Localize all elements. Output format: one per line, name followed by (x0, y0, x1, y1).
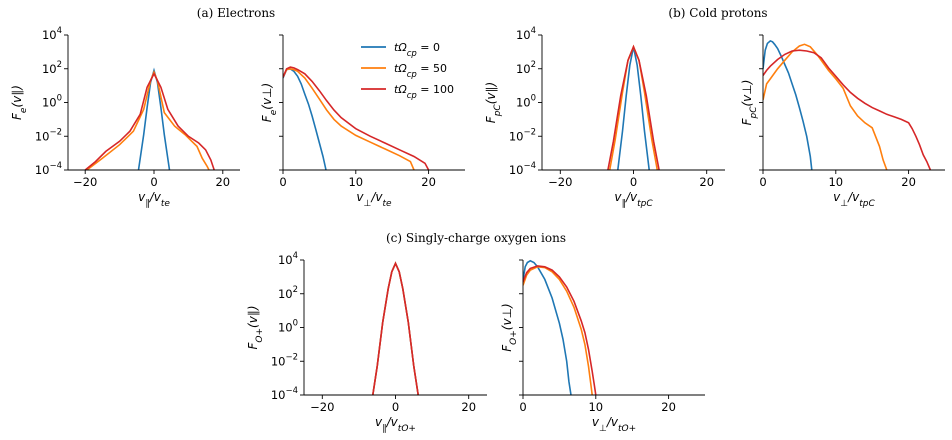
series-line-t0 (523, 259, 572, 395)
x-tick-label: −20 (73, 175, 97, 189)
group-title-cold-protons: (b) Cold protons (668, 6, 767, 20)
x-tick-label: 20 (699, 175, 714, 189)
series-line-t50 (372, 261, 419, 395)
x-tick-label: 0 (630, 175, 637, 189)
x-axis-label: v⊥/vte (356, 190, 392, 209)
legend-label: tΩcp = 100 (394, 83, 454, 101)
series-line-t50 (763, 43, 888, 170)
legend-entry: tΩcp = 100 (361, 83, 454, 101)
panel-oxygen-parallel: −20 0 20 104 102 100 10−2 10−4 v∥/vtO+ FO+(v∥) (246, 251, 487, 434)
series-line-t100 (372, 261, 419, 395)
series-line-t100 (84, 72, 215, 170)
x-tick-label: 20 (421, 175, 436, 189)
y-tick-label: 104 (278, 251, 298, 267)
x-tick-label: 0 (279, 175, 286, 189)
y-tick-label: 100 (516, 94, 536, 110)
x-tick-label: 0 (519, 400, 526, 414)
x-tick-label: 20 (661, 400, 676, 414)
series-line-t100 (523, 265, 597, 395)
y-axis-label: FO+(v⊥) (500, 303, 519, 351)
y-axis-label: Fe(v⊥) (260, 83, 279, 122)
x-tick-label: 0 (759, 175, 766, 189)
group-title-electrons: (a) Electrons (197, 6, 275, 20)
x-axis-label: v∥/vtO+ (375, 415, 416, 434)
legend-label: tΩcp = 50 (394, 62, 447, 80)
y-tick-label: 10−2 (35, 127, 62, 143)
y-tick-label: 102 (42, 60, 62, 76)
x-tick-label: 20 (461, 400, 476, 414)
x-tick-label: −20 (548, 175, 572, 189)
legend-label: tΩcp = 0 (394, 41, 440, 59)
x-axis-label: v∥/vte (138, 190, 170, 209)
panel-cold-protons-parallel: −20 0 20 104 102 100 10−2 10−4 v∥/vtpC FpC(v∥) (484, 26, 725, 209)
group-title-oxygen-ions: (c) Singly-charge oxygen ions (386, 231, 566, 245)
series-line-t100 (763, 49, 932, 170)
y-axis-label: FpC(v∥) (484, 82, 503, 123)
y-tick-label: 102 (516, 60, 536, 76)
x-tick-label: 0 (392, 400, 399, 414)
x-tick-label: −20 (310, 400, 334, 414)
y-tick-label: 104 (516, 26, 536, 42)
y-axis-label: Fe(v∥) (10, 85, 29, 120)
y-tick-label: 104 (42, 26, 62, 42)
x-tick-label: 10 (348, 175, 363, 189)
y-axis-label: FpC(v⊥) (740, 80, 759, 126)
series-line-t50 (283, 67, 415, 170)
x-tick-label: 20 (215, 175, 230, 189)
x-axis-label: v∥/vtpC (614, 190, 653, 209)
series-line-t50 (86, 69, 210, 170)
series-line-t100 (607, 44, 660, 170)
legend-entry: tΩcp = 50 (361, 62, 447, 80)
panel-electrons-parallel: −20 0 20 104 102 100 10−2 10−4 v∥/vte Fe(v∥) (10, 26, 240, 209)
y-tick-label: 10−2 (509, 127, 536, 143)
y-tick-label: 102 (278, 285, 298, 301)
y-axis-label: FO+(v∥) (246, 306, 265, 350)
series-line-t0 (372, 261, 419, 395)
legend-entry: tΩcp = 0 (361, 41, 440, 59)
series-line-t100 (283, 66, 430, 170)
series-line-t50 (523, 265, 593, 395)
series-line-t0 (763, 39, 813, 170)
series-line-t0 (137, 67, 171, 170)
series-line-t0 (617, 46, 650, 170)
x-tick-label: 20 (901, 175, 916, 189)
x-tick-label: 0 (150, 175, 157, 189)
x-tick-label: 10 (588, 400, 603, 414)
y-tick-label: 100 (42, 94, 62, 110)
x-axis-label: v⊥/vtO+ (592, 415, 636, 434)
series-line-t50 (608, 44, 659, 170)
legend: tΩcp = 0 tΩcp = 50 tΩcp = 100 (361, 41, 454, 101)
y-tick-label: 10−4 (271, 386, 298, 402)
y-tick-label: 100 (278, 319, 298, 335)
x-axis-label: v⊥/vtpC (833, 190, 875, 209)
y-tick-label: 10−2 (271, 352, 298, 368)
y-tick-label: 10−4 (35, 161, 62, 177)
panel-electrons-perpendicular: 0 10 20 v⊥/vte Fe(v⊥) (260, 34, 465, 209)
x-tick-label: 10 (828, 175, 843, 189)
panel-cold-protons-perpendicular: 0 10 20 v⊥/vtpC FpC(v⊥) (740, 34, 945, 209)
panel-oxygen-perpendicular: 0 10 20 v⊥/vtO+ FO+(v⊥) (500, 259, 705, 434)
y-tick-label: 10−4 (509, 161, 536, 177)
series-line-t0 (283, 67, 327, 170)
